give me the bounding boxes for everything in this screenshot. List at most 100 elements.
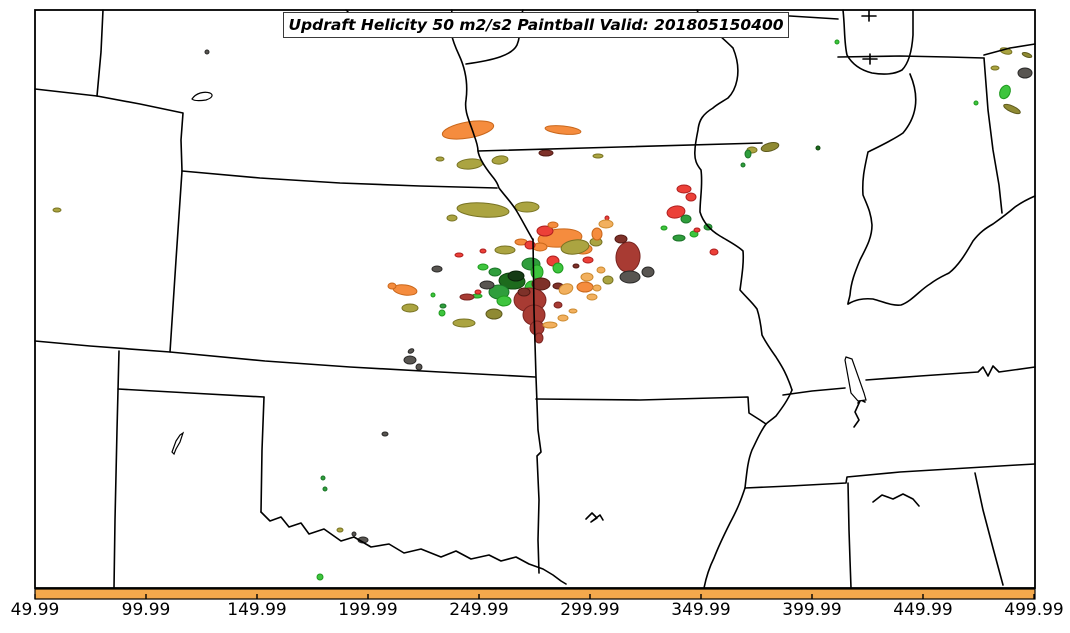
paintball-blob: [477, 263, 489, 271]
lake-michigan-hash-marks: [861, 10, 878, 65]
state-borders-layer: [34, 9, 1036, 589]
thirty-seventh-parallel-border: [34, 340, 536, 378]
paintball-blob: [572, 263, 580, 269]
paintball-blob: [387, 282, 397, 290]
paintball-blob: [517, 287, 531, 297]
paintball-blob: [586, 293, 598, 301]
paintball-blob: [685, 192, 697, 202]
missouri-river: [449, 9, 534, 241]
paintball-blob: [552, 262, 564, 274]
kansas-missouri-arkansas-border: [532, 238, 542, 574]
new-mexico-lake: [171, 431, 185, 456]
paintball-blob: [582, 256, 594, 264]
kentucky-lake: [844, 356, 867, 402]
paintball-blob: [474, 289, 482, 295]
paintball-blob: [544, 125, 582, 135]
paintball-blob: [320, 475, 326, 481]
paintball-blob: [415, 363, 423, 371]
paintball-blob: [568, 308, 578, 314]
paintball-blob: [494, 245, 516, 255]
paintball-blob: [401, 303, 419, 313]
paintball-blob: [592, 153, 604, 159]
paintball-blob: [485, 308, 503, 320]
paintball-blob: [834, 39, 840, 45]
paintball-blob: [407, 348, 415, 354]
map-frame: [34, 9, 1036, 589]
paintball-blob: [598, 219, 614, 229]
paintball-blob: [536, 225, 554, 237]
paintball-blob: [452, 318, 476, 328]
paintball-blob: [1021, 51, 1033, 59]
kentucky-tennessee-border-west: [782, 387, 846, 396]
paintball-blob: [591, 227, 603, 241]
paintball-blob: [381, 431, 389, 437]
alabama-mississippi-border: [847, 482, 852, 589]
lake-michigan-shoreline: [842, 9, 914, 75]
colorbar-tick-label: 99.99: [121, 600, 171, 620]
paintball-blob: [454, 252, 464, 258]
paintball-blob: [459, 293, 475, 301]
paintball-blob: [553, 301, 563, 309]
paintball-blob: [760, 141, 780, 153]
paintball-blob: [430, 292, 436, 298]
tennessee-river-alabama: [872, 493, 920, 507]
paintball-layer: [52, 39, 1033, 581]
paintball-blob: [431, 265, 443, 273]
arkansas-river-squiggle: [585, 512, 604, 523]
paintball-blob: [614, 234, 628, 244]
texas-oklahoma-border: [260, 396, 265, 513]
paintball-blob: [596, 266, 606, 274]
colorado-wyoming-border: [34, 88, 98, 97]
paintball-blob: [507, 270, 525, 282]
paintball-blob: [990, 65, 1000, 71]
mississippi-river-lower: [703, 389, 793, 589]
paintball-blob: [558, 283, 574, 295]
nebraska-kansas-border: [181, 170, 498, 189]
colorbar-tick-label: 349.99: [671, 600, 731, 620]
paintball-blob: [514, 201, 540, 213]
missouri-arkansas-border: [535, 396, 767, 425]
paintball-blob: [538, 149, 554, 157]
paintball-blob: [560, 239, 590, 255]
paintball-blob: [542, 321, 558, 329]
paintball-blob: [534, 332, 544, 344]
colorbar-tick-label: 199.99: [338, 600, 398, 620]
paintball-blob: [641, 266, 655, 278]
paintball-blob: [592, 284, 602, 292]
paintball-blob: [456, 158, 484, 170]
colorbar-axis: 49.99 99.99 149.99 199.99 249.99 299.99 349.99…: [0, 600, 1070, 628]
red-river: [260, 511, 567, 585]
ohio-river: [847, 195, 1036, 306]
paintball-blob: [336, 527, 344, 533]
paintball-blob: [615, 241, 641, 273]
chart-title-box: Updraft Helicity 50 m2/s2 Paintball Vali…: [283, 12, 789, 38]
paintball-blob: [446, 214, 458, 222]
paintball-blob: [529, 320, 545, 336]
chart-title: Updraft Helicity 50 m2/s2 Paintball Vali…: [288, 16, 784, 34]
paintball-blob: [204, 49, 210, 55]
new-mexico-texas-border: [113, 350, 120, 589]
colorbar: [34, 588, 1036, 600]
colorbar-tick-label: 499.99: [1004, 600, 1064, 620]
oklahoma-panhandle-south-border: [117, 388, 265, 398]
tennessee-mississippi-border: [744, 463, 1036, 489]
paintball-blob: [815, 145, 821, 151]
paintball-blob: [439, 303, 447, 309]
paintball-blob: [316, 573, 324, 581]
paintball-blob: [660, 225, 668, 231]
south-dakota-lake: [191, 91, 213, 102]
colorbar-tick-label: 49.99: [10, 600, 60, 620]
mississippi-river-upper: [694, 9, 793, 391]
paintball-blob: [604, 215, 610, 221]
paintball-blob: [441, 120, 495, 140]
missouri-iowa-border: [477, 142, 763, 152]
paintball-blob: [491, 155, 509, 165]
wisconsin-border-northeast: [983, 43, 1036, 56]
paintball-blob: [322, 486, 328, 492]
paintball-blob: [531, 277, 551, 291]
paintball-blob: [744, 149, 752, 159]
paintball-blob: [351, 531, 357, 537]
paintball-blob: [973, 100, 979, 106]
paintball-blob: [1017, 67, 1033, 79]
